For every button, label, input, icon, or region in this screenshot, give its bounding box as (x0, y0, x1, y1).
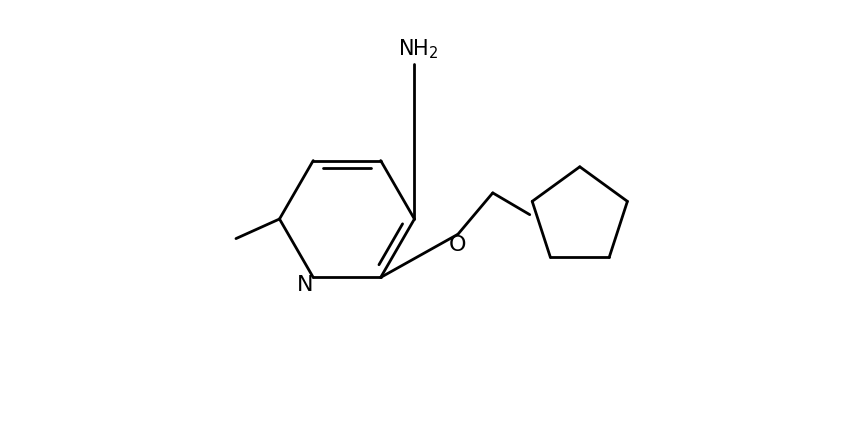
Text: N: N (297, 275, 313, 295)
Text: NH$_2$: NH$_2$ (398, 38, 439, 61)
Text: O: O (449, 235, 467, 255)
